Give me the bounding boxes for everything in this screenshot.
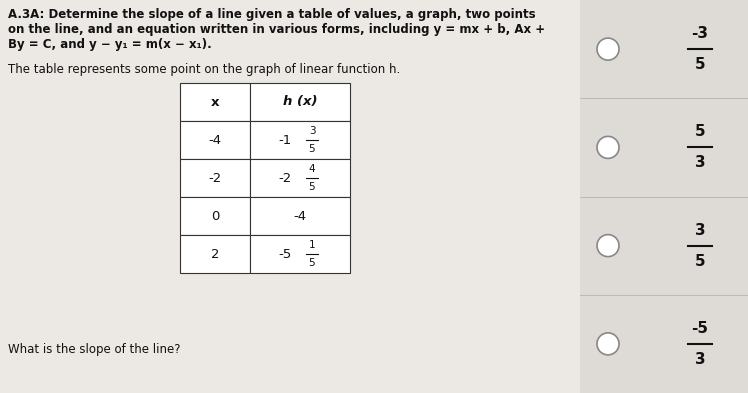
Text: -4: -4 <box>209 134 221 147</box>
Text: 5: 5 <box>309 258 316 268</box>
Text: -4: -4 <box>293 209 307 222</box>
Text: 3: 3 <box>695 352 705 367</box>
Text: h (x): h (x) <box>283 95 317 108</box>
Bar <box>250 197 350 235</box>
Bar <box>250 121 350 159</box>
Text: A.3A: Determine the slope of a line given a table of values, a graph, two points: A.3A: Determine the slope of a line give… <box>8 8 536 21</box>
Text: on the line, and an equation written in various forms, including y = mx + b, Ax : on the line, and an equation written in … <box>8 23 545 36</box>
Text: 2: 2 <box>211 248 219 261</box>
Text: 3: 3 <box>695 222 705 238</box>
Text: 5: 5 <box>695 57 705 72</box>
Text: 1: 1 <box>309 240 316 250</box>
Bar <box>250 235 350 273</box>
Text: -2: -2 <box>278 171 292 184</box>
Text: The table represents some point on the graph of linear function h.: The table represents some point on the g… <box>8 63 400 76</box>
Text: 5: 5 <box>695 253 705 269</box>
Text: 5: 5 <box>695 124 705 140</box>
Bar <box>250 159 350 197</box>
Bar <box>180 197 250 235</box>
Circle shape <box>597 38 619 60</box>
Text: 3: 3 <box>695 155 705 171</box>
Bar <box>180 83 250 121</box>
Text: x: x <box>211 95 219 108</box>
Bar <box>180 121 250 159</box>
Text: -3: -3 <box>691 26 708 41</box>
Bar <box>580 0 748 393</box>
Circle shape <box>597 333 619 355</box>
Bar <box>250 83 350 121</box>
Bar <box>0 0 580 393</box>
Text: What is the slope of the line?: What is the slope of the line? <box>8 343 180 356</box>
Text: 4: 4 <box>309 164 316 174</box>
Text: -2: -2 <box>209 171 221 184</box>
Text: -5: -5 <box>278 248 292 261</box>
Text: -1: -1 <box>278 134 292 147</box>
Text: -5: -5 <box>691 321 708 336</box>
Circle shape <box>597 235 619 257</box>
Bar <box>180 235 250 273</box>
Text: 5: 5 <box>309 144 316 154</box>
Bar <box>180 159 250 197</box>
Text: By = C, and y − y₁ = m(x − x₁).: By = C, and y − y₁ = m(x − x₁). <box>8 38 212 51</box>
Text: 5: 5 <box>309 182 316 192</box>
Text: 3: 3 <box>309 126 316 136</box>
Circle shape <box>597 136 619 158</box>
Text: 0: 0 <box>211 209 219 222</box>
